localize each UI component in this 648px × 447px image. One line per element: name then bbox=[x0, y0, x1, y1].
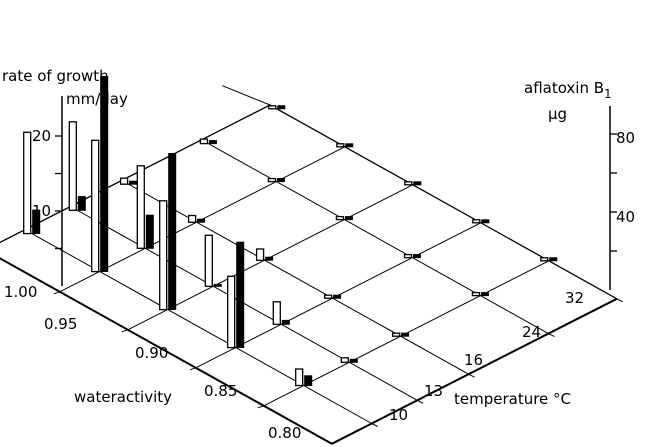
growth-bar bbox=[159, 200, 168, 311]
x-axis-line bbox=[0, 257, 333, 445]
aflatoxin-bar bbox=[333, 294, 342, 299]
temperature-gridline bbox=[121, 179, 469, 375]
aflatoxin-bar bbox=[208, 140, 217, 145]
aflatoxin-bar bbox=[276, 178, 285, 183]
z-tick-mark bbox=[417, 399, 424, 404]
growth-bar bbox=[91, 139, 100, 273]
aflatoxin-bar bbox=[277, 105, 286, 110]
growth-bar bbox=[23, 131, 32, 235]
aflatoxin-bar bbox=[213, 283, 222, 287]
left-axis-unit: mm/day bbox=[66, 90, 128, 108]
x-tick-0.80: 0.80 bbox=[268, 424, 301, 442]
axes-layer bbox=[0, 85, 624, 445]
x-tick-mark bbox=[257, 405, 264, 409]
z-tick-32: 32 bbox=[565, 289, 584, 307]
growth-bar bbox=[268, 105, 277, 110]
aflatoxin-bar bbox=[344, 216, 353, 221]
z-axis-title: temperature °C bbox=[454, 390, 571, 408]
z-tick-mark bbox=[616, 298, 624, 303]
growth-bar bbox=[136, 165, 145, 249]
z-tick-24: 24 bbox=[522, 323, 541, 341]
z-tick-10: 10 bbox=[389, 406, 408, 424]
z-tick-mark bbox=[468, 373, 475, 378]
aflatoxin-bar bbox=[197, 218, 206, 223]
x-axis-title: wateractivity bbox=[74, 388, 172, 406]
x-tick-mark bbox=[189, 367, 196, 371]
right-axis-unit: µg bbox=[548, 105, 567, 123]
growth-bar bbox=[335, 215, 345, 221]
growth-bar bbox=[204, 234, 213, 287]
growth-bar bbox=[471, 291, 481, 297]
x-tick-mark bbox=[53, 291, 60, 295]
aflatoxin-bar bbox=[413, 181, 422, 186]
growth-bar bbox=[391, 332, 401, 337]
aflatoxin-bar bbox=[145, 214, 154, 249]
aflatoxin-bar bbox=[77, 196, 86, 211]
temperature-gridline bbox=[201, 139, 549, 335]
aflatoxin-bar bbox=[349, 358, 358, 363]
back-edge-line bbox=[222, 85, 271, 106]
aflatoxin-bar bbox=[32, 209, 41, 235]
aflatoxin-bar bbox=[168, 153, 177, 310]
aflatoxin-bar bbox=[236, 241, 245, 348]
x-tick-0.85: 0.85 bbox=[204, 382, 237, 400]
z-tick-13: 13 bbox=[424, 382, 443, 400]
growth-bar bbox=[199, 138, 209, 145]
right-axis-title-text: aflatoxin B bbox=[524, 79, 604, 97]
aflatoxin-bar bbox=[549, 257, 558, 262]
growth-bar bbox=[403, 253, 413, 259]
aflatoxin-bar bbox=[412, 254, 421, 259]
aflatoxin-bar bbox=[129, 180, 138, 185]
left-tick-10: 10 bbox=[32, 202, 51, 220]
growth-bar bbox=[295, 368, 304, 387]
aflatoxin-bar bbox=[265, 256, 274, 261]
growth-bar bbox=[336, 143, 345, 148]
aflatoxin-bar bbox=[281, 319, 290, 325]
right-tick-40: 40 bbox=[616, 208, 635, 226]
temperature-gridline bbox=[24, 229, 372, 424]
growth-bar bbox=[340, 357, 349, 363]
aflatoxin-bar bbox=[345, 143, 354, 148]
z-tick-mark bbox=[548, 333, 555, 338]
aflatoxin-bar bbox=[480, 292, 489, 297]
x-tick-0.90: 0.90 bbox=[135, 344, 168, 362]
growth-bar bbox=[540, 257, 549, 262]
x-tick-0.95: 0.95 bbox=[44, 315, 77, 333]
growth-bar bbox=[272, 301, 281, 325]
x-tick-1.00: 1.00 bbox=[4, 283, 37, 301]
right-axis-title: aflatoxin B1 bbox=[524, 79, 612, 101]
aflatoxin-bar bbox=[100, 76, 109, 272]
growth-bar bbox=[404, 181, 413, 186]
left-tick-20: 20 bbox=[32, 127, 51, 145]
aflatoxin-bar bbox=[401, 332, 410, 337]
right-tick-80: 80 bbox=[616, 129, 635, 147]
growth-bar bbox=[119, 177, 129, 185]
growth-bar bbox=[68, 121, 77, 211]
right-axis-title-subscript: 1 bbox=[604, 87, 612, 101]
aflatoxin-bar bbox=[304, 375, 313, 387]
growth-bar bbox=[255, 248, 265, 261]
growth-bar bbox=[187, 214, 197, 223]
aflatoxin-bar bbox=[481, 219, 490, 224]
left-axis-title: rate of growth bbox=[2, 67, 109, 85]
z-axis-line bbox=[331, 297, 618, 445]
growth-bar bbox=[267, 177, 277, 183]
growth-bar bbox=[472, 219, 481, 224]
bars-layer bbox=[23, 76, 558, 387]
z-tick-mark bbox=[371, 423, 378, 427]
growth-bar bbox=[227, 275, 236, 349]
x-tick-mark bbox=[121, 329, 128, 333]
growth-bar bbox=[323, 294, 333, 299]
z-tick-16: 16 bbox=[464, 351, 483, 369]
